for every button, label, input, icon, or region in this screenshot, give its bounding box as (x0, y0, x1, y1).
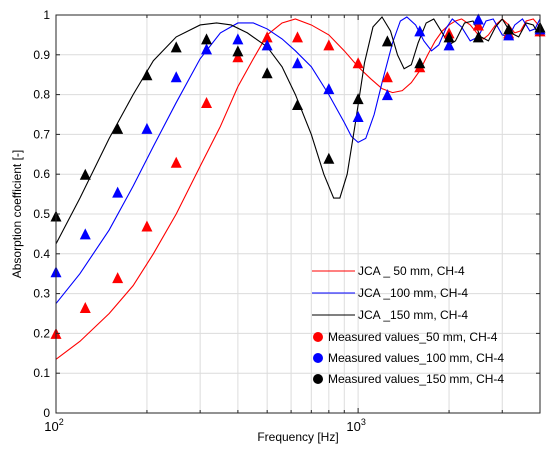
y-tick-label: 0 (43, 406, 50, 420)
data-point-series-3 (291, 99, 303, 111)
data-point-series-2 (503, 29, 515, 41)
y-tick-label: 0.5 (33, 207, 50, 221)
x-tick-label: 102 (44, 417, 63, 434)
data-point-series-1 (141, 220, 153, 232)
legend-label-measured-3: Measured values_150 mm, CH-4 (328, 372, 504, 386)
data-point-series-2 (79, 228, 91, 240)
data-point-series-1 (381, 71, 393, 83)
data-point-series-3 (112, 122, 124, 134)
legend-marker-1 (313, 332, 323, 342)
legend-label-1: JCA _ 50 mm, CH-4 (358, 264, 465, 278)
data-point-series-2 (112, 186, 124, 198)
data-point-series-1 (112, 272, 124, 284)
series-line-1 (55, 18, 541, 360)
data-point-series-2 (291, 57, 303, 69)
data-point-series-3 (261, 67, 273, 79)
data-point-series-1 (261, 31, 273, 43)
data-point-series-3 (381, 35, 393, 47)
legend-label-2: JCA _100 mm, CH-4 (358, 286, 468, 300)
y-tick-label: 1 (43, 8, 50, 22)
y-tick-label: 0.6 (33, 167, 50, 181)
y-tick-label: 0.3 (33, 287, 50, 301)
series-line-3 (55, 16, 541, 245)
data-point-series-2 (201, 43, 213, 55)
data-point-series-3 (170, 41, 182, 53)
data-point-series-3 (201, 33, 213, 45)
y-tick-label: 0.1 (33, 366, 50, 380)
data-point-series-1 (232, 51, 244, 63)
data-point-series-1 (472, 19, 484, 31)
y-tick-label: 0.2 (33, 326, 50, 340)
data-point-series-2 (414, 25, 426, 37)
data-point-series-1 (170, 156, 182, 168)
data-point-series-2 (381, 89, 393, 101)
x-tick-label: 103 (346, 417, 365, 434)
legend-label-measured-1: Measured values_50 mm, CH-4 (328, 330, 498, 344)
legend-marker-3 (313, 374, 323, 384)
y-axis-label: Absorption coefficient [-] (10, 150, 24, 279)
y-tick-label: 0.7 (33, 127, 50, 141)
data-point-series-2 (323, 83, 335, 95)
data-point-series-3 (443, 31, 455, 43)
data-point-series-2 (141, 122, 153, 134)
data-point-series-2 (170, 71, 182, 83)
x-axis-label: Frequency [Hz] (257, 430, 338, 444)
data-point-series-2 (443, 39, 455, 51)
data-point-series-2 (352, 110, 364, 122)
y-tick-label: 0.4 (33, 247, 50, 261)
legend-label-measured-2: Measured values_100 mm, CH-4 (328, 351, 504, 365)
data-point-series-3 (503, 23, 515, 35)
data-point-series-3 (79, 168, 91, 180)
series-line-2 (55, 16, 541, 304)
data-point-series-3 (323, 152, 335, 164)
y-tick-label: 0.9 (33, 48, 50, 62)
data-point-series-2 (472, 13, 484, 25)
data-point-series-3 (414, 57, 426, 69)
data-point-series-1 (352, 57, 364, 69)
data-point-series-3 (352, 93, 364, 105)
data-point-series-1 (291, 31, 303, 43)
data-point-series-2 (232, 33, 244, 45)
series-markers (50, 13, 546, 339)
series-lines (55, 16, 541, 360)
data-point-series-2 (261, 39, 273, 51)
data-point-series-3 (141, 69, 153, 81)
data-point-series-1 (79, 302, 91, 314)
data-point-series-1 (201, 97, 213, 109)
legend-label-3: JCA _150 mm, CH-4 (358, 308, 468, 322)
data-point-series-3 (232, 45, 244, 57)
legend-marker-2 (313, 353, 323, 363)
axis-ticks: 0 0.1 0.2 0.3 0.4 0.5 0.6 0.7 0.8 0.9 1 102 103 (33, 8, 541, 434)
y-tick-label: 0.8 (33, 88, 50, 102)
data-point-series-1 (323, 39, 335, 51)
data-point-series-3 (472, 31, 484, 43)
legend: JCA _ 50 mm, CH-4 JCA _100 mm, CH-4 JCA _1… (312, 264, 504, 386)
